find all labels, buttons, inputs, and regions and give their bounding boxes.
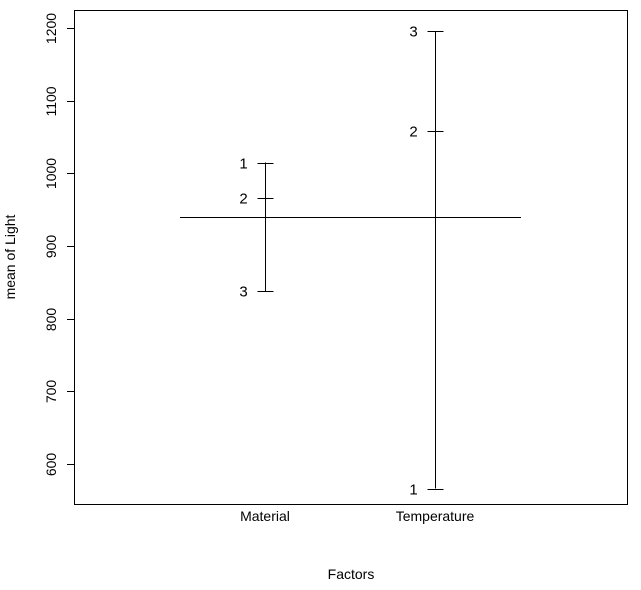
level-label: 2	[239, 191, 247, 208]
x-tick-label: Material	[240, 508, 290, 524]
level-label: 1	[239, 156, 247, 173]
chart-marks: 1 2 3 1 2 3	[180, 24, 521, 499]
x-axis: Material Temperature	[240, 508, 474, 524]
plot-frame	[74, 10, 628, 505]
x-tick-label: Temperature	[396, 508, 475, 524]
y-tick-label: 900	[43, 235, 59, 259]
y-tick-label: 700	[43, 380, 59, 404]
level-label: 3	[409, 24, 417, 41]
level-label: 1	[409, 482, 417, 499]
x-axis-title: Factors	[328, 566, 375, 582]
y-tick-label: 1100	[43, 86, 59, 116]
y-axis: 600 700 800 900 1000 1100 1200	[43, 13, 75, 476]
y-axis-title: mean of Light	[2, 214, 18, 299]
y-tick-label: 800	[43, 308, 59, 332]
level-label: 3	[239, 284, 247, 301]
y-tick-label: 1000	[43, 158, 59, 189]
y-tick-label: 1200	[43, 13, 59, 44]
y-tick-label: 600	[43, 453, 59, 477]
level-label: 2	[409, 124, 417, 141]
